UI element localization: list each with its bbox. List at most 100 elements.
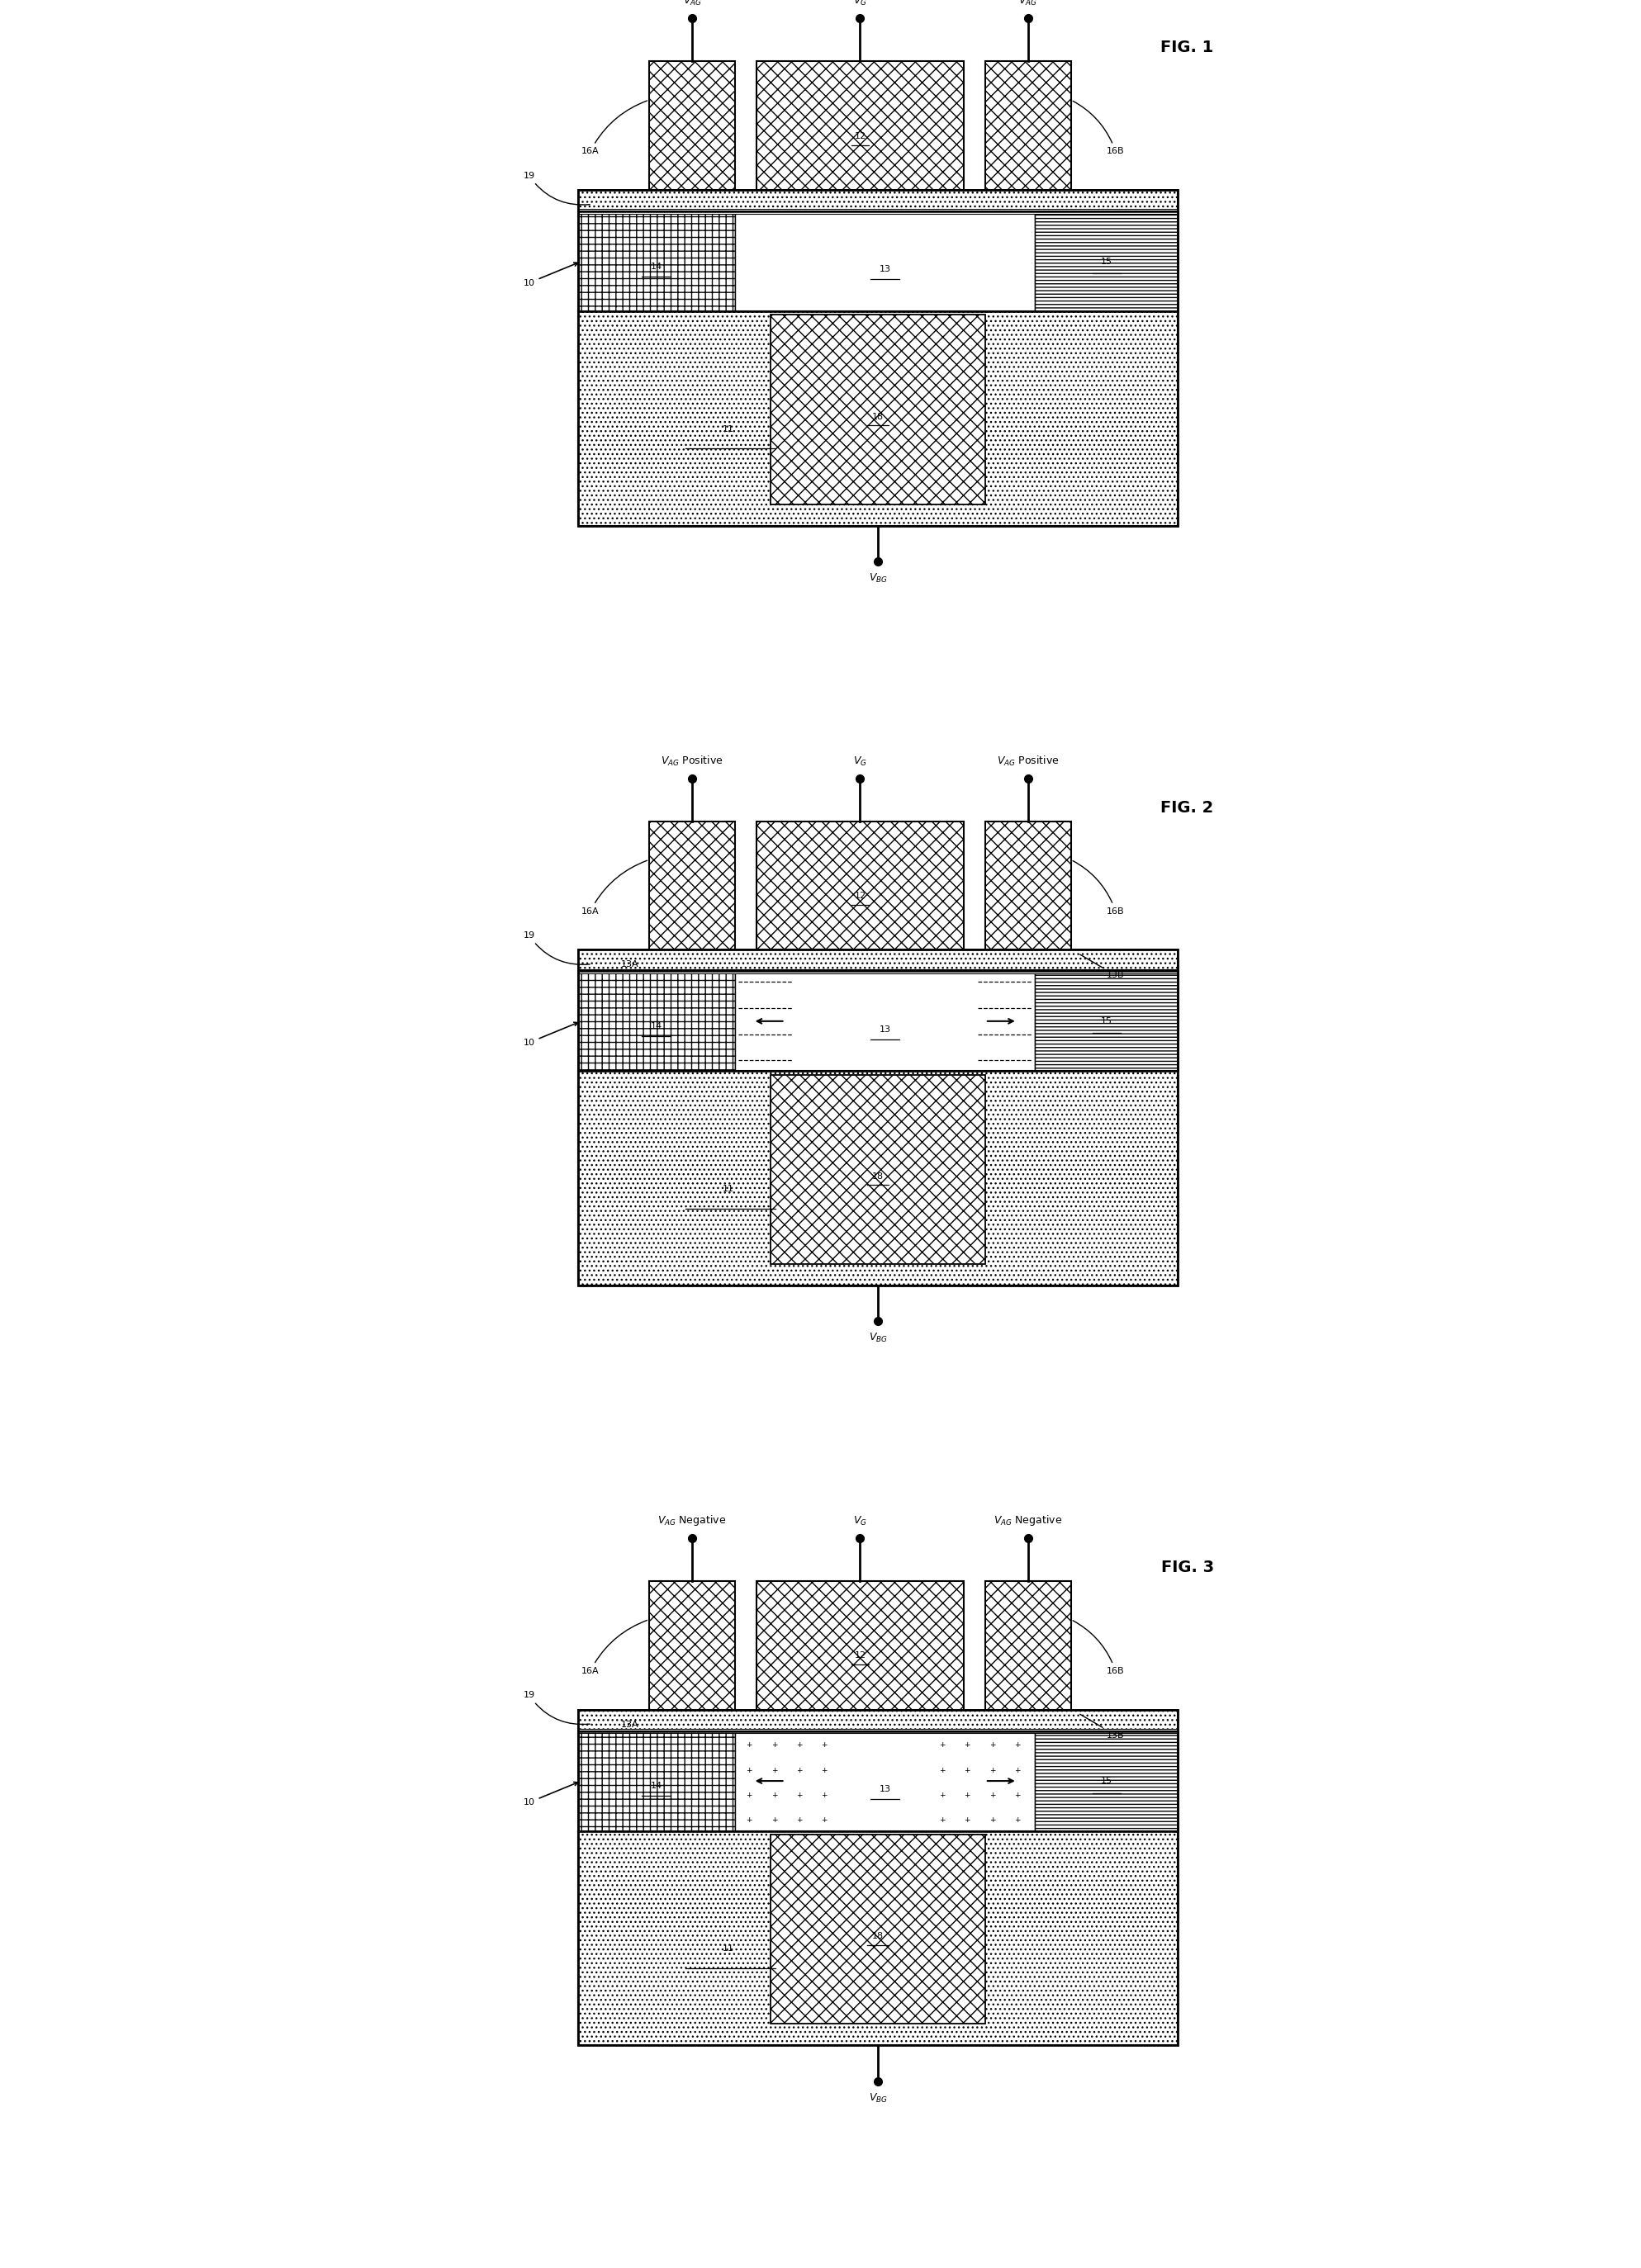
Bar: [578, 191, 1178, 211]
Text: +: +: [796, 1792, 802, 1799]
Bar: [578, 209, 1178, 213]
Text: $V_{BG}$: $V_{BG}$: [868, 572, 888, 585]
Bar: [578, 950, 1178, 971]
Text: 12: 12: [855, 132, 866, 141]
Text: 18: 18: [871, 1932, 884, 1941]
Text: 15: 15: [1101, 1776, 1113, 1785]
Text: 16A: 16A: [581, 100, 647, 156]
Text: +: +: [990, 1742, 996, 1749]
Bar: [1035, 1730, 1178, 1830]
Bar: [771, 315, 985, 503]
Text: 16B: 16B: [1073, 862, 1124, 916]
Text: +: +: [747, 1767, 753, 1774]
Bar: [771, 1835, 985, 2023]
Text: +: +: [771, 1767, 778, 1774]
Text: $V_{G}$: $V_{G}$: [853, 1515, 866, 1526]
Bar: [578, 211, 1178, 311]
Text: $V_{AG}$ Positive: $V_{AG}$ Positive: [996, 755, 1060, 767]
Bar: [578, 191, 1178, 526]
Text: 16B: 16B: [1073, 102, 1124, 156]
Text: 14: 14: [650, 263, 663, 270]
Text: 16A: 16A: [581, 860, 647, 916]
Text: +: +: [1014, 1767, 1021, 1774]
Text: +: +: [1014, 1817, 1021, 1823]
Text: +: +: [990, 1767, 996, 1774]
Bar: [1035, 971, 1178, 1070]
Bar: [578, 968, 1178, 973]
Text: 15: 15: [1101, 256, 1113, 265]
Bar: [735, 211, 1035, 311]
Bar: [578, 1730, 735, 1830]
Text: $V_{AG}$ Positive: $V_{AG}$ Positive: [661, 755, 724, 767]
Text: FIG. 3: FIG. 3: [1160, 1560, 1214, 1576]
Text: +: +: [990, 1817, 996, 1823]
Bar: [735, 971, 1035, 1070]
Text: $V_{G}$: $V_{G}$: [853, 0, 866, 7]
Bar: [735, 1730, 1035, 1830]
Text: 13: 13: [880, 265, 891, 274]
Text: +: +: [939, 1817, 945, 1823]
Text: $V_{AG}$ Negative: $V_{AG}$ Negative: [994, 1513, 1062, 1526]
Text: +: +: [1014, 1792, 1021, 1799]
Bar: [650, 61, 735, 191]
Text: $V_{AG}$: $V_{AG}$: [1019, 0, 1037, 7]
Text: 11: 11: [722, 1184, 734, 1193]
Text: +: +: [771, 1742, 778, 1749]
Text: +: +: [965, 1742, 970, 1749]
Text: 18: 18: [871, 413, 884, 422]
Text: 11: 11: [722, 1944, 734, 1953]
Text: +: +: [747, 1792, 753, 1799]
Text: 14: 14: [650, 1023, 663, 1030]
Bar: [771, 1075, 985, 1263]
Bar: [757, 821, 963, 950]
Bar: [985, 1581, 1072, 1710]
Bar: [985, 61, 1072, 191]
Bar: [650, 1581, 735, 1710]
Text: +: +: [939, 1792, 945, 1799]
Text: +: +: [820, 1742, 827, 1749]
Text: $V_{AG}$: $V_{AG}$: [683, 0, 702, 7]
Text: 12: 12: [855, 891, 866, 900]
Bar: [578, 971, 735, 1070]
Text: FIG. 2: FIG. 2: [1160, 801, 1214, 816]
Text: 15: 15: [1101, 1016, 1113, 1025]
Text: +: +: [796, 1742, 802, 1749]
Text: 13A: 13A: [620, 959, 638, 968]
Text: 19: 19: [523, 932, 589, 964]
Text: +: +: [965, 1817, 970, 1823]
Bar: [578, 1710, 1178, 1730]
Text: 11: 11: [722, 424, 734, 433]
Bar: [578, 1070, 1178, 1286]
Text: 13B: 13B: [1080, 955, 1124, 980]
Bar: [650, 821, 735, 950]
Text: 10: 10: [523, 1023, 578, 1048]
Text: +: +: [771, 1792, 778, 1799]
Text: 12: 12: [855, 1651, 866, 1660]
Text: +: +: [820, 1767, 827, 1774]
Bar: [578, 971, 1178, 1070]
Bar: [578, 1728, 1178, 1733]
Bar: [578, 311, 1178, 526]
Text: 19: 19: [523, 172, 589, 204]
Text: 13: 13: [880, 1025, 891, 1034]
Text: $V_{BG}$: $V_{BG}$: [868, 2091, 888, 2105]
Text: 16B: 16B: [1073, 1622, 1124, 1676]
Bar: [757, 61, 963, 191]
Text: +: +: [965, 1767, 970, 1774]
Bar: [578, 1730, 1178, 1830]
Bar: [578, 950, 1178, 1286]
Text: +: +: [747, 1742, 753, 1749]
Text: +: +: [747, 1817, 753, 1823]
Bar: [578, 211, 735, 311]
Text: 13B: 13B: [1080, 1715, 1124, 1740]
Text: 14: 14: [650, 1783, 663, 1789]
Bar: [578, 1830, 1178, 2046]
Text: +: +: [771, 1817, 778, 1823]
Bar: [757, 1581, 963, 1710]
Bar: [578, 1710, 1178, 2046]
Text: 18: 18: [871, 1173, 884, 1182]
Bar: [1035, 211, 1178, 311]
Text: 13: 13: [880, 1785, 891, 1794]
Text: $V_{AG}$ Negative: $V_{AG}$ Negative: [658, 1513, 727, 1526]
Text: +: +: [939, 1767, 945, 1774]
